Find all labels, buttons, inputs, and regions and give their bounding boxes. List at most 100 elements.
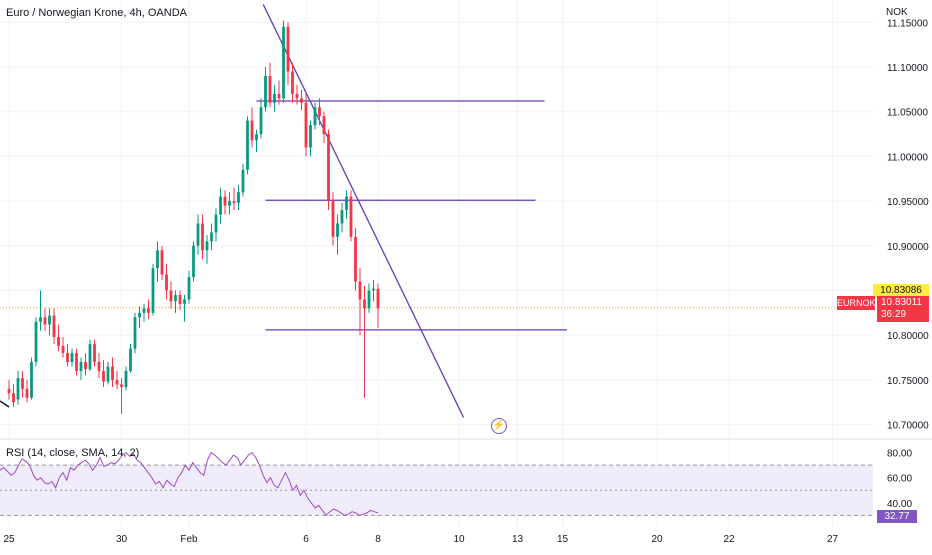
candle-body xyxy=(88,344,92,370)
rsi-tick-label: 80.00 xyxy=(887,449,912,460)
current-price-label: 10.83011 36:29 xyxy=(877,296,929,322)
candle-body xyxy=(340,210,344,224)
candle-body xyxy=(43,317,47,325)
candle-body xyxy=(259,107,263,135)
candle-body xyxy=(61,345,65,354)
candle-body xyxy=(210,232,213,242)
candle-body xyxy=(345,196,348,211)
countdown-timer: 36:29 xyxy=(881,309,907,320)
candle-body xyxy=(255,134,258,141)
candle-body xyxy=(331,201,335,237)
candle-body xyxy=(124,370,128,388)
candle-body xyxy=(291,71,294,94)
time-tick-label: 30 xyxy=(116,534,128,545)
candle-body xyxy=(138,312,141,318)
candle-body xyxy=(79,362,83,371)
candle-body xyxy=(367,290,371,309)
time-tick-label: 6 xyxy=(303,534,309,545)
candle-body xyxy=(142,308,146,313)
currency-label: NOK xyxy=(886,7,908,18)
candle-body xyxy=(165,274,168,291)
candle-body xyxy=(57,336,60,346)
candle-body xyxy=(30,362,33,398)
time-axis: 25 30 Feb 6 8 10 13 15 20 22 27 xyxy=(3,534,838,545)
candle-body xyxy=(84,362,87,370)
price-tick-label: 10.70000 xyxy=(887,421,929,432)
candle-body xyxy=(106,366,110,382)
candle-body xyxy=(304,102,308,148)
symbol-badge[interactable]: EURNOK xyxy=(837,296,876,310)
candle-body xyxy=(286,26,290,72)
candle-body xyxy=(214,214,218,233)
price-marker-label: 10.83086 xyxy=(873,284,929,298)
candle-body xyxy=(129,348,132,371)
candle-body xyxy=(160,250,164,275)
candle-body xyxy=(183,299,186,304)
candle-body xyxy=(313,107,317,126)
candle-body xyxy=(192,245,195,278)
candle-body xyxy=(115,379,119,385)
rsi-axis: 80.00 60.00 40.00 xyxy=(887,449,912,510)
candle-body xyxy=(309,125,312,148)
price-tick-label: 11.10000 xyxy=(887,63,928,74)
candle-body xyxy=(25,388,29,398)
candle-body xyxy=(277,93,281,99)
candle-body xyxy=(250,120,254,141)
candle-body xyxy=(52,315,56,337)
partial-drawing-line xyxy=(0,400,10,408)
rsi-pane xyxy=(0,451,873,517)
chart-title: Euro / Norwegian Krone, 4h, OANDA xyxy=(6,7,187,19)
current-price-value: 10.83011 xyxy=(881,297,922,308)
candle-body xyxy=(363,299,366,309)
time-tick-label: 15 xyxy=(557,534,569,545)
time-tick-label: 13 xyxy=(512,534,524,545)
drawings xyxy=(0,4,567,418)
candle-body xyxy=(7,388,11,394)
time-tick-label: 8 xyxy=(375,534,381,545)
candle-body xyxy=(16,378,20,400)
candle-body xyxy=(282,26,285,99)
time-tick-label: 27 xyxy=(827,534,839,545)
candle-body xyxy=(354,236,357,282)
candle-body xyxy=(358,281,362,300)
candle-body xyxy=(327,134,330,202)
candle-body xyxy=(372,288,375,291)
candle-body xyxy=(318,107,321,117)
candle-body xyxy=(147,308,150,313)
price-tick-label: 10.95000 xyxy=(887,197,929,208)
candle-body xyxy=(205,241,209,251)
candle-body xyxy=(219,196,222,215)
time-tick-label: 10 xyxy=(453,534,465,545)
candle-body xyxy=(12,393,15,403)
price-tick-label: 11.15000 xyxy=(887,18,928,29)
candle-body xyxy=(66,353,69,363)
candle-body xyxy=(201,223,204,251)
candle-body xyxy=(268,75,272,103)
rsi-tick-label: 60.00 xyxy=(887,474,912,485)
candle-body xyxy=(133,317,137,349)
trendline xyxy=(262,4,465,418)
price-tick-label: 11.05000 xyxy=(887,108,928,119)
candle-body xyxy=(39,317,42,322)
candle-body xyxy=(376,288,380,309)
candle-body xyxy=(169,290,173,302)
rsi-title: RSI (14, close, SMA, 14, 2) xyxy=(6,447,140,459)
candle-body xyxy=(156,250,159,269)
candle-body xyxy=(111,366,114,380)
candle-body xyxy=(196,223,200,246)
time-tick-label: 25 xyxy=(3,534,15,545)
candle-body xyxy=(273,93,276,103)
candle-body xyxy=(70,353,74,363)
candle-body xyxy=(97,362,101,371)
candles xyxy=(7,20,380,414)
candle-body xyxy=(187,277,191,300)
candle-body xyxy=(300,98,303,103)
candle-body xyxy=(223,196,227,206)
candle-body xyxy=(178,294,182,304)
candle-body xyxy=(232,201,236,203)
lightning-bolt-icon[interactable]: ⚡ xyxy=(491,418,507,434)
grid xyxy=(0,0,932,528)
rsi-tick-label: 40.00 xyxy=(887,499,912,510)
